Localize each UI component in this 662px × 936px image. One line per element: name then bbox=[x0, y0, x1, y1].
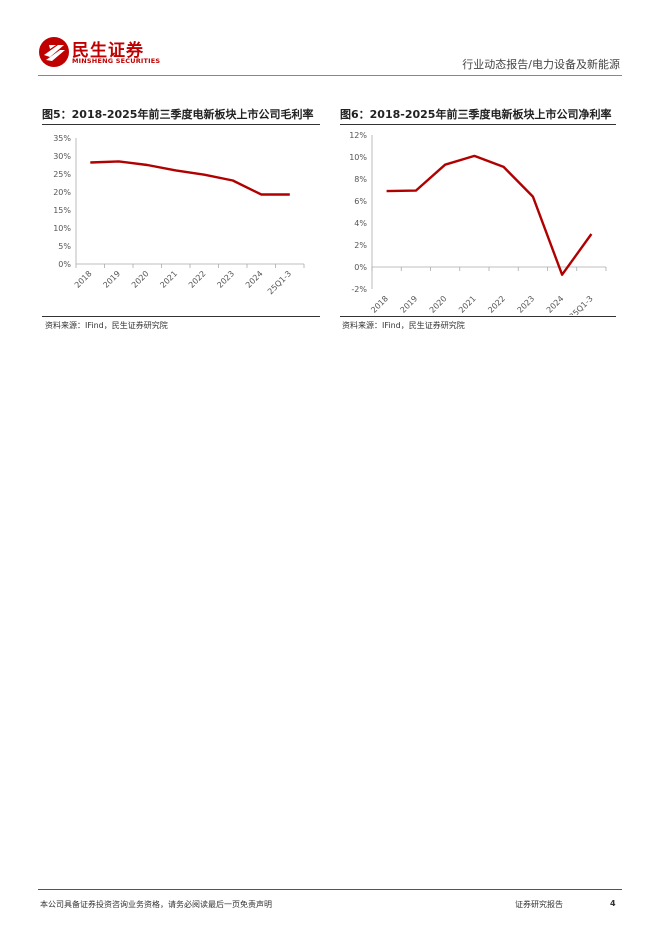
y-tick-label: -2% bbox=[351, 285, 367, 294]
figure-6: 图6：2018-2025年前三季度电新板块上市公司净利率 -2% 0% 2% 4% 6%… bbox=[340, 107, 616, 321]
report-type: 行业动态报告/电力设备及新能源 bbox=[462, 58, 620, 71]
figure-6-source: 资料来源：IFind，民生证券研究院 bbox=[342, 321, 465, 330]
figure-6-title-rule bbox=[340, 124, 616, 125]
y-tick-label: 10% bbox=[53, 224, 71, 233]
series-line bbox=[90, 160, 290, 196]
y-tick-label: 4% bbox=[354, 219, 367, 228]
figure-5-source: 资料来源：IFind，民生证券研究院 bbox=[45, 321, 168, 330]
company-logo: 民生证券 MINSHENG SECURITIES bbox=[38, 36, 168, 72]
x-tick-label: 2018 bbox=[73, 269, 94, 290]
x-tick-label: 2023 bbox=[516, 294, 537, 315]
x-tick-label: 2019 bbox=[101, 269, 122, 290]
x-tick-label: 2022 bbox=[486, 294, 507, 315]
page-number: 4 bbox=[610, 899, 616, 908]
footer-disclaimer: 本公司具备证券投资咨询业务资格，请务必阅读最后一页免责声明 bbox=[40, 900, 272, 909]
figure-6-bottom-rule bbox=[340, 316, 616, 317]
x-tick-label: 2021 bbox=[457, 294, 478, 315]
x-tick-label: 25Q1-3 bbox=[568, 294, 595, 315]
logo-emblem-icon bbox=[39, 37, 69, 67]
figure-5-title-rule bbox=[42, 124, 320, 125]
y-tick-label: 12% bbox=[349, 131, 367, 140]
y-tick-label: 35% bbox=[53, 134, 71, 143]
y-tick-label: 15% bbox=[53, 206, 71, 215]
logo-text-en: MINSHENG SECURITIES bbox=[72, 57, 161, 65]
figure-5-bottom-rule bbox=[42, 316, 320, 317]
y-tick-label: 20% bbox=[53, 188, 71, 197]
series-line bbox=[386, 154, 593, 276]
x-tick-label: 2018 bbox=[369, 294, 390, 315]
y-tick-label: 0% bbox=[58, 260, 71, 269]
figure-5-chart: 0% 5% 10% 15% 20% 25% 30% 35% 2018 2019 2020 2021 20… bbox=[53, 134, 305, 296]
y-tick-label: 10% bbox=[349, 153, 367, 162]
y-tick-label: 0% bbox=[354, 263, 367, 272]
figure-5-title: 图5：2018-2025年前三季度电新板块上市公司毛利率 bbox=[42, 108, 314, 121]
y-tick-label: 6% bbox=[354, 197, 367, 206]
footer-report-label: 证券研究报告 bbox=[515, 900, 563, 909]
figure-6-chart: -2% 0% 2% 4% 6% 8% 10% 12% 2018 2019 2020 2021 2022 2… bbox=[349, 131, 607, 321]
header-divider bbox=[38, 75, 622, 76]
x-tick-label: 2024 bbox=[244, 269, 265, 290]
x-tick-label: 2024 bbox=[545, 294, 566, 315]
x-tick-label: 2019 bbox=[399, 294, 420, 315]
page-header: 民生证券 MINSHENG SECURITIES 行业动态报告/电力设备及新能源 bbox=[0, 0, 662, 78]
y-tick-label: 2% bbox=[354, 241, 367, 250]
logo-text-cn: 民生证券 bbox=[72, 41, 144, 61]
y-tick-label: 25% bbox=[53, 170, 71, 179]
x-tick-label: 2021 bbox=[158, 269, 179, 290]
y-tick-label: 30% bbox=[53, 152, 71, 161]
x-tick-label: 2020 bbox=[428, 294, 449, 315]
y-tick-label: 5% bbox=[58, 242, 71, 251]
y-tick-label: 8% bbox=[354, 175, 367, 184]
figure-5: 图5：2018-2025年前三季度电新板块上市公司毛利率 0% 5% 10% 15% 2… bbox=[42, 107, 320, 319]
footer-divider bbox=[38, 889, 622, 890]
x-tick-label: 25Q1-3 bbox=[266, 269, 293, 296]
x-tick-label: 2023 bbox=[215, 269, 236, 290]
x-tick-label: 2020 bbox=[130, 269, 151, 290]
x-tick-label: 2022 bbox=[187, 269, 208, 290]
figure-6-title: 图6：2018-2025年前三季度电新板块上市公司净利率 bbox=[340, 108, 612, 121]
